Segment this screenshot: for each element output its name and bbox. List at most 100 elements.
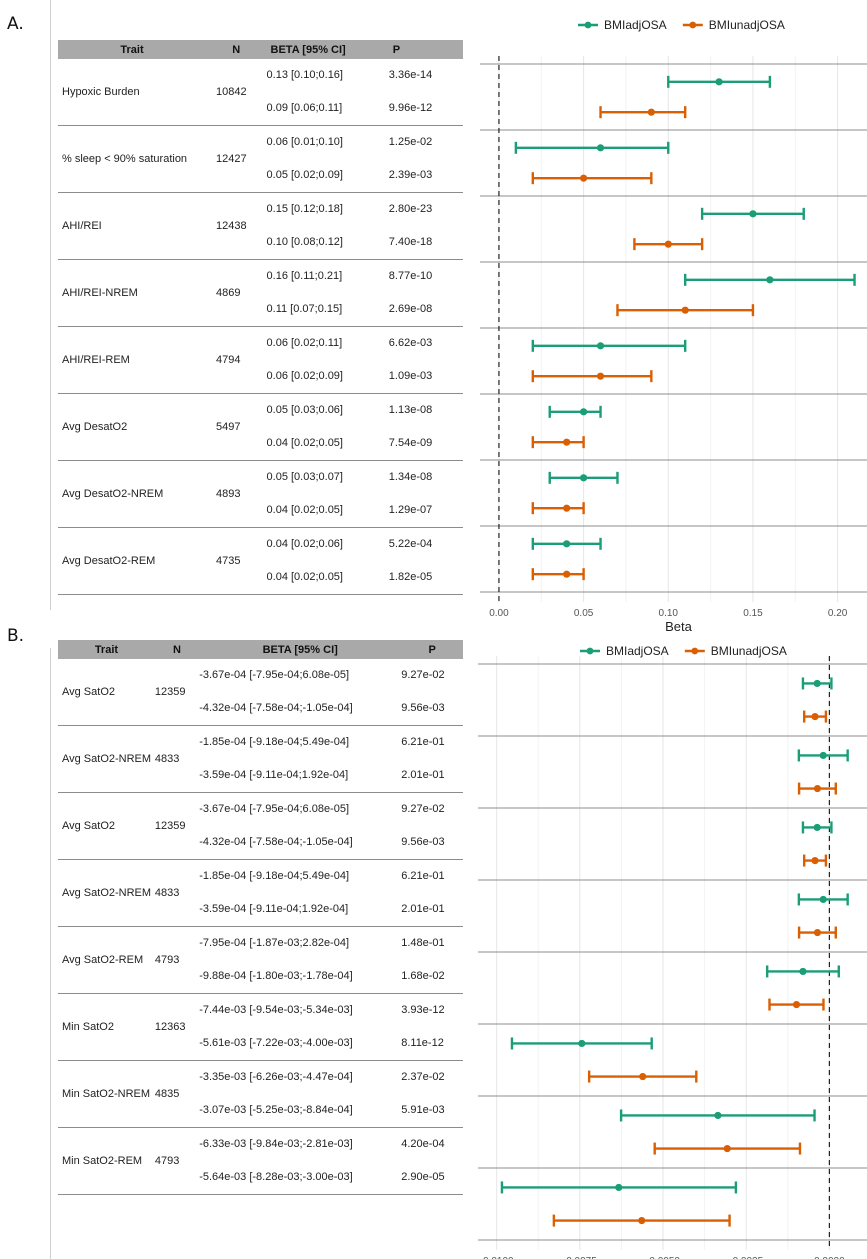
x-tick-label: -0.0025 [729,1256,763,1259]
table-header: Trait N BETA [95% CI] P [58,40,463,59]
beta-ci-cell: 0.04 [0.02;0.06] 0.04 [0.02;0.05] [266,527,389,595]
point-estimate [580,174,588,182]
trait-cell: Avg DesatO2 [58,393,207,461]
panel-a-label: A. [7,14,24,34]
beta-ci-unadj: -5.64e-03 [-8.28e-03;-3.00e-03] [199,1171,353,1183]
n-cell: 4793 [154,1127,200,1195]
x-tick-label: 0.05 [574,608,594,619]
p-unadj: 9.96e-12 [388,102,433,114]
beta-ci-unadj: 0.11 [0.07;0.15] [266,303,343,315]
beta-ci-unadj: 0.09 [0.06;0.11] [266,102,343,114]
point-estimate [580,408,588,416]
beta-ci-cell: -7.44e-03 [-9.54e-03;-5.34e-03] -5.61e-03… [199,993,402,1061]
table-row: AHI/REI-NREM 4869 0.16 [0.11;0.21] 0.11 [0.… [58,259,463,327]
beta-ci-adj: 0.05 [0.03;0.07] [266,471,343,483]
n-cell: 4793 [154,926,200,994]
table-row: Avg SatO2 12359 -3.67e-04 [-7.95e-04;6.08e… [58,792,463,860]
point-estimate [819,895,827,904]
x-tick-label: -0.0050 [646,1256,680,1259]
table-row: AHI/REI 12438 0.15 [0.12;0.18] 0.10 [0.08;0… [58,192,463,260]
beta-ci-adj: -3.35e-03 [-6.26e-03;-4.47e-04] [199,1071,353,1083]
header-p: P [388,40,463,59]
p-adj: 3.93e-12 [401,1004,445,1016]
point-estimate [639,1072,647,1081]
beta-ci-cell: 0.15 [0.12;0.18] 0.10 [0.08;0.12] [266,192,389,260]
point-estimate [596,372,605,380]
point-estimate [715,78,723,86]
point-estimate [813,679,821,688]
p-unadj: 2.01e-01 [401,903,445,915]
table-panel-b: Trait N BETA [95% CI] P Avg SatO2 12359 -3… [58,640,463,1195]
p-unadj: 2.90e-05 [401,1171,445,1183]
p-cell: 9.27e-02 9.56e-03 [401,659,463,726]
beta-ci-adj: 0.16 [0.11;0.21] [266,270,343,282]
p-unadj: 8.11e-12 [401,1037,444,1049]
x-tick-label: 0.0000 [814,1256,845,1259]
table-row: Avg DesatO2-REM 4735 0.04 [0.02;0.06] 0.04 … [58,527,463,595]
trait-cell: Min SatO2 [58,993,155,1061]
beta-ci-cell: -7.95e-04 [-1.87e-03;2.82e-04] -9.88e-04 … [199,926,402,994]
panel-b-label: B. [7,626,25,646]
header-beta: BETA [95% CI] [199,640,402,659]
table-row: Hypoxic Burden 10842 0.13 [0.10;0.16] 0.09 … [58,59,463,126]
p-adj: 1.13e-08 [388,404,433,416]
beta-ci-adj: 0.05 [0.03;0.06] [266,404,343,416]
beta-ci-unadj: -5.61e-03 [-7.22e-03;-4.00e-03] [199,1037,353,1049]
trait-cell: AHI/REI-REM [58,326,207,394]
p-adj: 2.37e-02 [401,1071,445,1083]
point-estimate [563,570,571,578]
p-cell: 3.93e-12 8.11e-12 [401,993,463,1061]
header-trait: Trait [58,40,207,59]
x-axis-title: Beta [665,619,693,634]
beta-ci-cell: 0.06 [0.02;0.11] 0.06 [0.02;0.09] [266,326,389,394]
beta-ci-cell: -3.67e-04 [-7.95e-04;6.08e-05] -4.32e-04 … [199,792,402,860]
p-cell: 6.62e-03 1.09e-03 [388,326,463,394]
p-adj: 8.77e-10 [388,270,433,282]
p-cell: 1.48e-01 1.68e-02 [401,926,463,994]
n-cell: 4794 [206,326,267,394]
legend-label: BMIunadjOSA [709,18,785,32]
p-cell: 6.21e-01 2.01e-01 [401,725,463,793]
n-cell: 12363 [154,993,200,1061]
p-unadj: 2.01e-01 [401,769,445,781]
point-estimate [723,1144,731,1153]
point-estimate [563,504,571,512]
legend-swatch-point [691,647,699,655]
beta-ci-unadj: -4.32e-04 [-7.58e-04;-1.05e-04] [199,836,353,848]
trait-cell: Hypoxic Burden [58,59,207,126]
beta-ci-unadj: -4.32e-04 [-7.58e-04;-1.05e-04] [199,702,353,714]
p-unadj: 1.29e-07 [388,504,433,516]
trait-cell: Avg SatO2-NREM [58,725,155,793]
p-unadj: 9.56e-03 [401,702,445,714]
beta-ci-unadj: -3.59e-04 [-9.11e-04;1.92e-04] [199,769,349,781]
x-tick-label: 0.15 [743,608,763,619]
beta-ci-unadj: 0.04 [0.02;0.05] [266,437,343,449]
legend-label: BMIadjOSA [604,18,667,32]
point-estimate [664,240,672,248]
point-estimate [819,751,827,760]
p-adj: 1.48e-01 [401,937,445,949]
beta-ci-adj: 0.06 [0.01;0.10] [266,136,343,148]
trait-cell: Avg SatO2 [58,659,155,726]
table-row: % sleep < 90% saturation 12427 0.06 [0.01;… [58,125,463,193]
p-cell: 2.80e-23 7.40e-18 [388,192,463,260]
p-unadj: 2.69e-08 [388,303,433,315]
p-adj: 9.27e-02 [401,803,445,815]
p-cell: 9.27e-02 9.56e-03 [401,792,463,860]
p-unadj: 5.91e-03 [401,1104,445,1116]
table-row: Avg SatO2-NREM 4833 -1.85e-04 [-9.18e-04;5… [58,725,463,793]
x-tick-label: 0.00 [489,608,509,619]
point-estimate [578,1039,586,1048]
n-cell: 10842 [206,59,267,126]
legend-label: BMIadjOSA [606,644,669,658]
p-cell: 2.37e-02 5.91e-03 [401,1060,463,1128]
header-trait: Trait [58,640,155,659]
n-cell: 12438 [206,192,267,260]
point-estimate [813,784,822,793]
p-cell: 8.77e-10 2.69e-08 [388,259,463,327]
x-tick-label: -0.0100 [480,1256,514,1259]
table-row: Avg SatO2-NREM 4833 -1.85e-04 [-9.18e-04;5… [58,859,463,927]
table-header: Trait N BETA [95% CI] P [58,640,463,659]
beta-ci-adj: -3.67e-04 [-7.95e-04;6.08e-05] [199,803,350,815]
n-cell: 4833 [154,725,200,793]
